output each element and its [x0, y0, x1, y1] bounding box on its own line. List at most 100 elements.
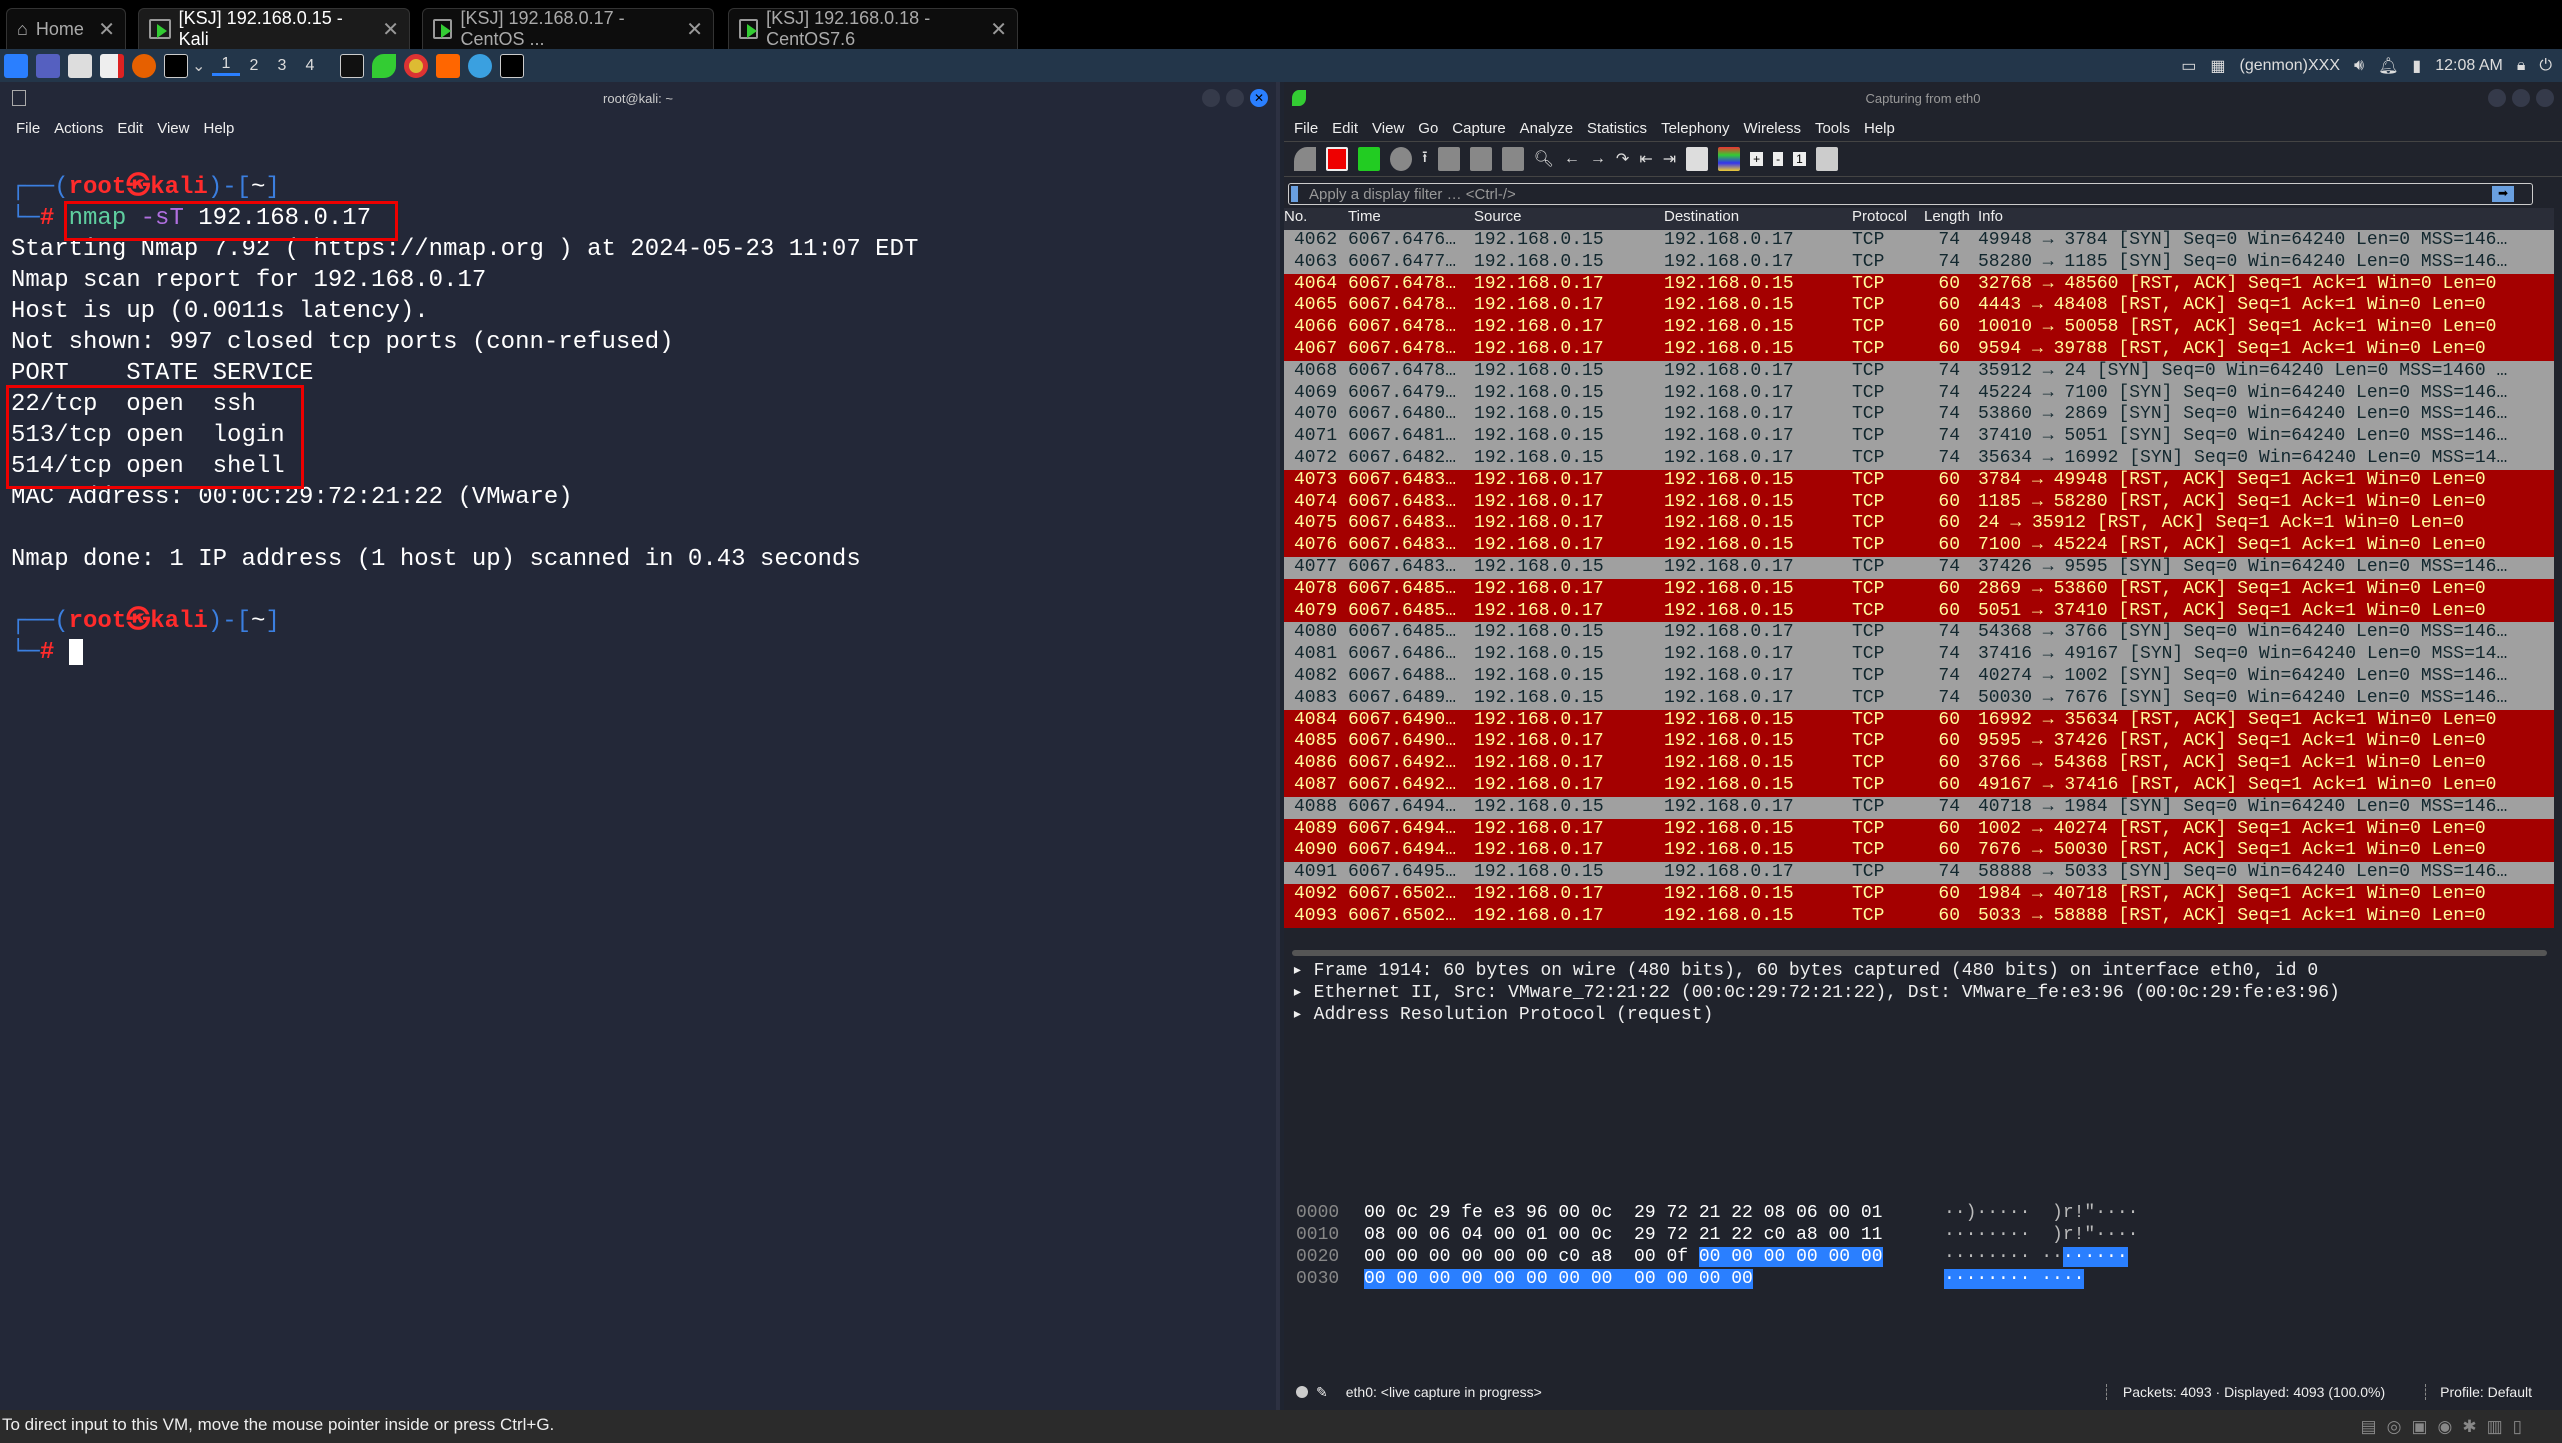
- detail-frame[interactable]: ▸ Frame 1914: 60 bytes on wire (480 bits…: [1292, 961, 2319, 981]
- packet-row[interactable]: 4078 6067.6485… 192.168.0.17 192.168.0.15 TC…: [1284, 578, 2554, 601]
- hex-bytes[interactable]: 00 0c 29 fe e3 96 00 0c 29 72 21 22 08 0…: [1364, 1203, 1883, 1223]
- horizontal-scrollbar[interactable]: [1292, 950, 2547, 956]
- menu-go[interactable]: Go: [1418, 119, 1439, 137]
- menu-help[interactable]: Help: [203, 119, 235, 137]
- go-back-icon[interactable]: ←: [1563, 150, 1580, 167]
- detail-ethernet[interactable]: ▸ Ethernet II, Src: VMware_72:21:22 (00:…: [1292, 983, 2340, 1003]
- packet-row[interactable]: 4071 6067.6481… 192.168.0.15 192.168.0.17 TC…: [1284, 426, 2554, 448]
- close-file-icon[interactable]: [1469, 147, 1492, 171]
- vm-device-icons[interactable]: ▤◎▣◉✱▥▯: [2360, 1417, 2532, 1436]
- display-filter-input[interactable]: Apply a display filter … <Ctrl-/> ➡: [1288, 183, 2533, 205]
- packet-row[interactable]: 4080 6067.6485… 192.168.0.15 192.168.0.17 TC…: [1284, 622, 2554, 645]
- terminal-icon[interactable]: [164, 53, 188, 78]
- capture-options-icon[interactable]: [1390, 147, 1412, 171]
- first-packet-icon[interactable]: ⇤: [1639, 151, 1653, 168]
- terminal-icon[interactable]: [500, 53, 524, 78]
- menu-tools[interactable]: Tools: [1814, 119, 1850, 137]
- display-icon[interactable]: ▭: [2181, 57, 2197, 75]
- expert-info-icon[interactable]: [1296, 1386, 1308, 1398]
- hex-ascii[interactable]: ··)····· )r!"····: [1944, 1203, 2139, 1223]
- lock-icon[interactable]: 🔒︎: [2516, 56, 2526, 74]
- desktop-icon[interactable]: [36, 53, 60, 78]
- go-to-packet-icon[interactable]: ↷: [1615, 151, 1630, 168]
- hex-bytes[interactable]: 00 00 00 00 00 00 c0 a8 00 0f 00 00 00 0…: [1364, 1247, 1883, 1267]
- resize-columns-icon[interactable]: [1815, 147, 1838, 171]
- volume-icon[interactable]: 🔊︎: [2354, 56, 2365, 74]
- packet-row[interactable]: 4076 6067.6483… 192.168.0.17 192.168.0.15 TC…: [1284, 535, 2554, 557]
- menu-wireless[interactable]: Wireless: [1743, 119, 1801, 137]
- detail-arp[interactable]: ▸ Address Resolution Protocol (request): [1292, 1005, 1714, 1025]
- packet-list[interactable]: 4062 6067.6476… 192.168.0.15 192.168.0.17 TC…: [1284, 230, 2554, 928]
- close-button[interactable]: [2536, 89, 2554, 107]
- apply-filter-icon[interactable]: ➡: [2492, 186, 2514, 202]
- menu-capture[interactable]: Capture: [1452, 119, 1506, 137]
- packet-row[interactable]: 4083 6067.6489… 192.168.0.15 192.168.0.17 TC…: [1284, 687, 2554, 710]
- packet-row[interactable]: 4074 6067.6483… 192.168.0.17 192.168.0.15 TC…: [1284, 491, 2554, 514]
- packet-row[interactable]: 4065 6067.6478… 192.168.0.17 192.168.0.15 TC…: [1284, 295, 2554, 318]
- close-tab-icon[interactable]: ✕: [382, 18, 399, 41]
- packet-row[interactable]: 4066 6067.6478… 192.168.0.17 192.168.0.15 TC…: [1284, 317, 2554, 339]
- tab-home[interactable]: ⌂ Home ✕: [6, 8, 126, 49]
- keyboard-icon[interactable]: ▦: [2210, 57, 2226, 75]
- bookmark-icon[interactable]: [1291, 186, 1298, 202]
- reload-file-icon[interactable]: [1501, 147, 1524, 171]
- packet-row[interactable]: 4062 6067.6476… 192.168.0.15 192.168.0.17 TC…: [1284, 230, 2554, 252]
- tab-centos-18[interactable]: [KSJ] 192.168.0.18 - CentOS7.6 ✕: [728, 8, 1018, 49]
- column-protocol[interactable]: Protocol: [1852, 208, 1908, 225]
- menu-actions[interactable]: Actions: [54, 119, 104, 137]
- packet-row[interactable]: 4087 6067.6492… 192.168.0.17 192.168.0.15 TC…: [1284, 774, 2554, 797]
- normal-size-icon[interactable]: 1: [1793, 152, 1806, 166]
- maximize-button[interactable]: [1226, 89, 1244, 107]
- hex-ascii[interactable]: ········ ········: [1944, 1247, 2128, 1267]
- packet-row[interactable]: 4075 6067.6483… 192.168.0.17 192.168.0.15 TC…: [1284, 513, 2554, 536]
- start-capture-icon[interactable]: [1294, 147, 1316, 171]
- find-packet-icon[interactable]: 🔍︎: [1533, 151, 1554, 168]
- network-icon[interactable]: [468, 53, 492, 78]
- menu-edit[interactable]: Edit: [1332, 119, 1359, 137]
- workspace-1[interactable]: 1: [212, 55, 240, 76]
- column-length[interactable]: Length: [1924, 208, 1970, 225]
- autoscroll-icon[interactable]: [1686, 147, 1709, 171]
- packet-row[interactable]: 4088 6067.6494… 192.168.0.15 192.168.0.17 TC…: [1284, 796, 2554, 819]
- last-packet-icon[interactable]: ⇥: [1662, 151, 1677, 168]
- close-tab-icon[interactable]: ✕: [990, 18, 1007, 41]
- packet-row[interactable]: 4093 6067.6502… 192.168.0.17 192.168.0.15 TC…: [1284, 905, 2554, 928]
- colorize-icon[interactable]: [1718, 147, 1741, 171]
- close-button[interactable]: ✕: [1250, 89, 1268, 107]
- packet-row[interactable]: 4073 6067.6483… 192.168.0.17 192.168.0.15 TC…: [1284, 469, 2554, 492]
- packet-row[interactable]: 4081 6067.6486… 192.168.0.15 192.168.0.17 TC…: [1284, 644, 2554, 666]
- maximize-button[interactable]: [2512, 89, 2530, 107]
- bell-icon[interactable]: 🔔︎: [2378, 57, 2399, 75]
- column-destination[interactable]: Destination: [1664, 208, 1740, 225]
- profile-label[interactable]: Profile: Default: [2425, 1384, 2532, 1400]
- wireshark-task-icon[interactable]: [372, 53, 396, 78]
- packet-details[interactable]: ▸ Frame 1914: 60 bytes on wire (480 bits…: [1284, 960, 2562, 1026]
- chrome-icon[interactable]: [404, 53, 428, 78]
- zoom-out-icon[interactable]: -: [1773, 152, 1784, 166]
- workspace-4[interactable]: 4: [305, 56, 315, 74]
- packet-row[interactable]: 4077 6067.6483… 192.168.0.15 192.168.0.17 TC…: [1284, 556, 2554, 579]
- text-editor-icon[interactable]: [100, 53, 124, 78]
- column-info[interactable]: Info: [1978, 208, 2004, 225]
- hex-ascii[interactable]: ········ )r!"····: [1944, 1225, 2139, 1245]
- tab-centos-17[interactable]: [KSJ] 192.168.0.17 - CentOS ... ✕: [422, 8, 714, 49]
- terminal-task-icon[interactable]: [340, 53, 364, 78]
- menu-file[interactable]: File: [1294, 119, 1319, 137]
- zoom-in-icon[interactable]: +: [1750, 152, 1764, 166]
- menu-statistics[interactable]: Statistics: [1587, 119, 1648, 137]
- packet-row[interactable]: 4086 6067.6492… 192.168.0.17 192.168.0.15 TC…: [1284, 753, 2554, 775]
- battery-icon[interactable]: ▮: [2412, 57, 2422, 75]
- menu-help[interactable]: Help: [1864, 119, 1895, 137]
- packet-row[interactable]: 4089 6067.6494… 192.168.0.17 192.168.0.15 TC…: [1284, 818, 2554, 841]
- chevron-down-icon[interactable]: ⌄: [192, 57, 206, 75]
- comment-icon[interactable]: ✎: [1316, 1383, 1328, 1400]
- workspace-2[interactable]: 2: [249, 56, 259, 74]
- power-icon[interactable]: ⏻: [2539, 56, 2552, 74]
- menu-analyze[interactable]: Analyze: [1519, 119, 1574, 137]
- column-no[interactable]: No.: [1284, 208, 1308, 225]
- burpsuite-icon[interactable]: [436, 53, 460, 78]
- packet-row[interactable]: 4064 6067.6478… 192.168.0.17 192.168.0.15 TC…: [1284, 273, 2554, 296]
- packet-row[interactable]: 4084 6067.6490… 192.168.0.17 192.168.0.15 TC…: [1284, 709, 2554, 732]
- packet-row[interactable]: 4069 6067.6479… 192.168.0.15 192.168.0.17 TC…: [1284, 382, 2554, 405]
- packet-row[interactable]: 4092 6067.6502… 192.168.0.17 192.168.0.15 TC…: [1284, 883, 2554, 906]
